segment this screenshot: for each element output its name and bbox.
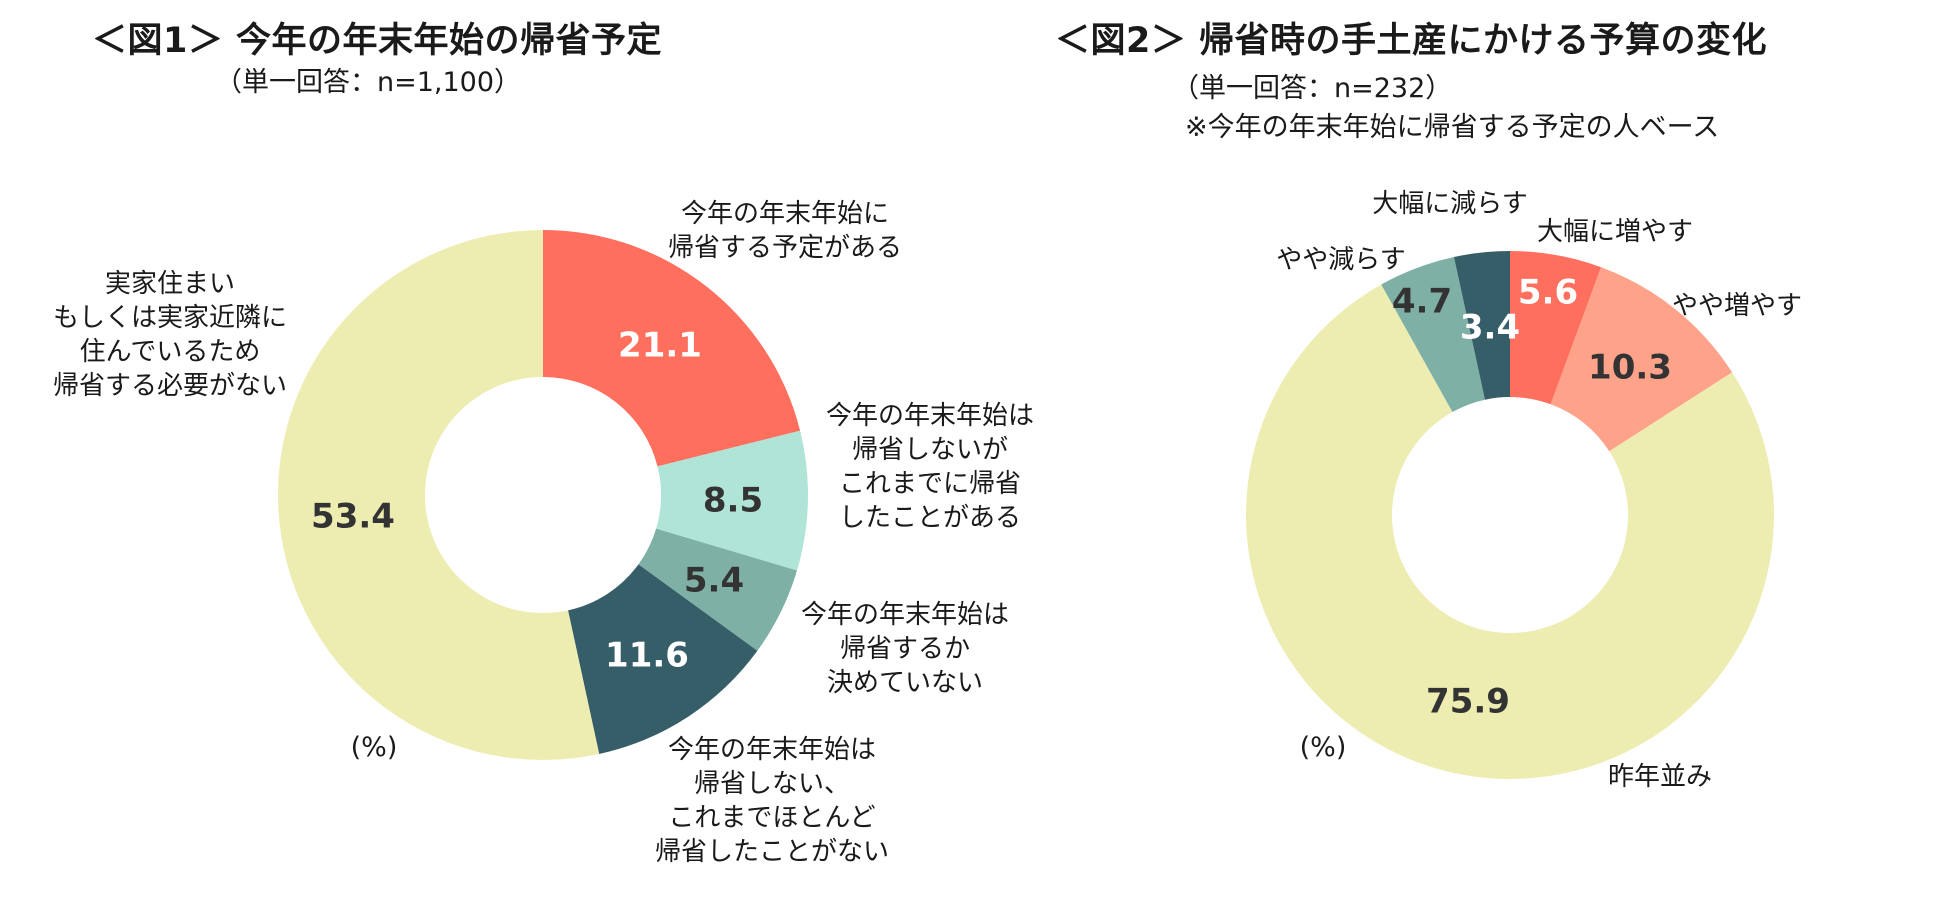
figure-2: ＜図2＞ 帰省時の手土産にかける予算の変化 （単一回答：n=232） ※今年の年… xyxy=(1000,0,1950,924)
unit-label: (%) xyxy=(1300,732,1347,763)
slice-category-label: 今年の年末年始に帰省する予定がある xyxy=(668,199,902,263)
slice-category-label: 今年の年末年始は帰省するか決めていない xyxy=(801,600,1009,698)
slice-3 xyxy=(1381,257,1485,412)
slice-category-label: 今年の年末年始は帰省しない、これまでほとんど帰省したことがない xyxy=(655,735,889,867)
slice-category-label: 今年の年末年始は帰省しないがこれまでに帰省したことがある xyxy=(826,401,1034,533)
slice-value-label: 3.4 xyxy=(1460,308,1520,348)
slice-value-label: 21.1 xyxy=(618,326,702,366)
donut-chart-1: 21.1 今年の年末年始に帰省する予定がある 8.5 今年の年末年始は帰省しないがこれ… xyxy=(53,199,1034,867)
unit-label: (%) xyxy=(351,732,398,763)
slice-category-label: やや増やす xyxy=(1672,291,1802,321)
chart-subtitle: （単一回答：n=1,100） xyxy=(215,67,522,98)
slice-2 xyxy=(638,528,798,651)
chart-title: ＜図1＞ 今年の年末年始の帰省予定 xyxy=(92,21,663,61)
slice-category-label: 実家住まいもしくは実家近隣に住んでいるため帰省する必要がない xyxy=(53,269,287,401)
slice-0 xyxy=(1510,251,1602,405)
slice-category-label: 大幅に減らす xyxy=(1372,189,1527,219)
slice-value-label: 10.3 xyxy=(1588,348,1672,388)
slice-4 xyxy=(277,230,600,760)
slice-2 xyxy=(1246,284,1774,779)
slice-1 xyxy=(656,430,808,571)
chart-subtitle: （単一回答：n=232） xyxy=(1172,73,1453,104)
slice-value-label: 75.9 xyxy=(1426,682,1510,722)
slice-value-label: 4.7 xyxy=(1392,282,1452,322)
slice-category-label: やや減らす xyxy=(1276,245,1405,275)
slice-value-label: 8.5 xyxy=(703,481,763,521)
slice-3 xyxy=(568,564,758,754)
chart-note: ※今年の年末年始に帰省する予定の人ベース xyxy=(1185,112,1720,143)
slice-category-label: 昨年並み xyxy=(1608,762,1712,792)
figure-1: ＜図1＞ 今年の年末年始の帰省予定 （単一回答：n=1,100） 21.1 今年の… xyxy=(53,21,1034,867)
slice-0 xyxy=(543,230,801,467)
slice-value-label: 5.6 xyxy=(1518,273,1578,313)
slice-value-label: 5.4 xyxy=(684,561,744,601)
chart-title: ＜図2＞ 帰省時の手土産にかける予算の変化 xyxy=(1055,21,1768,61)
slice-value-label: 11.6 xyxy=(605,636,689,676)
slice-category-label: 大幅に増やす xyxy=(1537,217,1693,247)
slice-1 xyxy=(1550,267,1733,452)
slice-4 xyxy=(1453,251,1510,400)
slice-value-label: 53.4 xyxy=(311,497,395,537)
